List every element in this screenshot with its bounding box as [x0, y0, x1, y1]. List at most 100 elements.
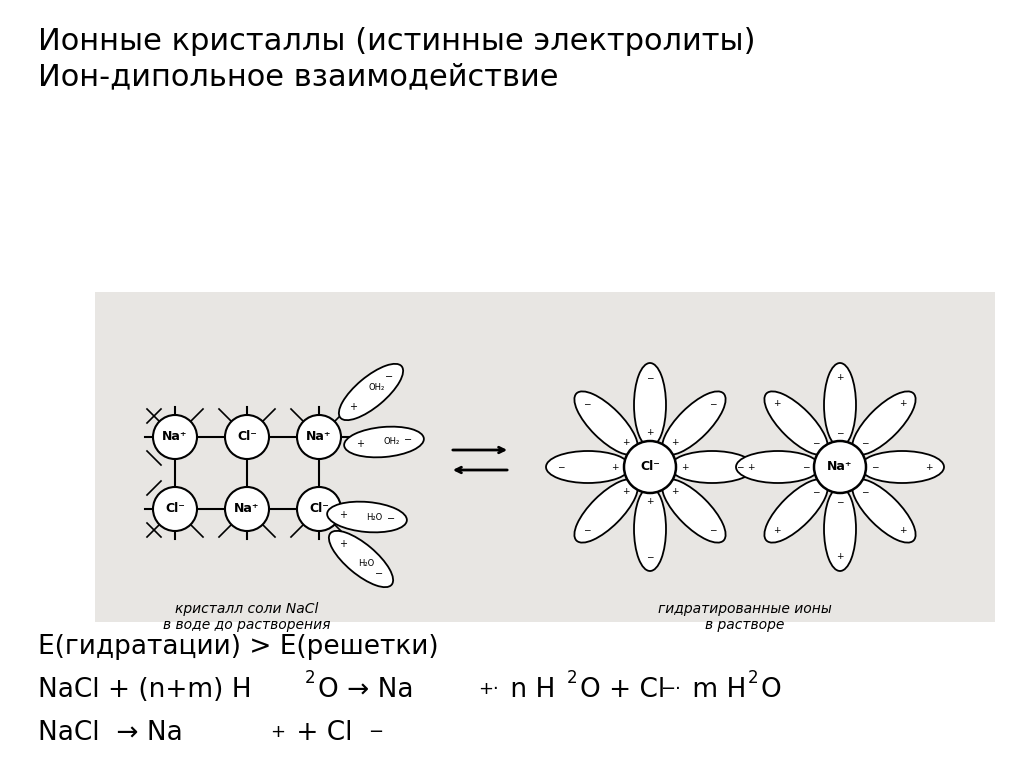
Circle shape	[297, 487, 341, 531]
Text: OH₂: OH₂	[383, 437, 399, 446]
Text: Na⁺: Na⁺	[827, 460, 853, 473]
Ellipse shape	[546, 451, 630, 483]
Text: −: −	[387, 514, 395, 524]
Text: Na⁺: Na⁺	[306, 430, 332, 443]
Text: H₂O: H₂O	[366, 513, 382, 522]
Text: +: +	[356, 439, 365, 449]
FancyBboxPatch shape	[95, 292, 995, 622]
Text: +: +	[746, 463, 755, 472]
Text: +: +	[622, 438, 629, 447]
Text: +: +	[681, 463, 688, 472]
Text: −: −	[837, 497, 844, 506]
Ellipse shape	[339, 364, 403, 420]
Ellipse shape	[824, 363, 856, 447]
Text: n H: n H	[502, 677, 555, 703]
Text: −: −	[802, 463, 809, 472]
Text: −: −	[735, 463, 743, 472]
Text: −: −	[368, 723, 383, 741]
Ellipse shape	[852, 391, 915, 455]
Text: O: O	[761, 677, 781, 703]
Text: Cl⁻: Cl⁻	[640, 460, 659, 473]
Ellipse shape	[736, 451, 820, 483]
Text: +: +	[773, 525, 780, 535]
Text: Е(гидратации) > Е(решетки): Е(гидратации) > Е(решетки)	[38, 634, 438, 660]
Text: −: −	[837, 428, 844, 436]
Text: +: +	[339, 538, 346, 548]
Text: +: +	[837, 374, 844, 382]
Ellipse shape	[663, 479, 726, 542]
Text: −: −	[557, 463, 564, 472]
Text: +: +	[671, 438, 678, 447]
Text: +: +	[339, 510, 347, 520]
Text: +: +	[837, 551, 844, 561]
Ellipse shape	[764, 391, 828, 455]
Text: гидратированные ионы
в растворе: гидратированные ионы в растворе	[658, 602, 831, 632]
Circle shape	[153, 487, 197, 531]
Text: Cl⁻: Cl⁻	[238, 430, 257, 443]
Ellipse shape	[764, 479, 828, 542]
Text: +: +	[270, 723, 285, 741]
Text: −: −	[646, 374, 653, 382]
Text: NaCl + (n+m) H: NaCl + (n+m) H	[38, 677, 252, 703]
Circle shape	[225, 415, 269, 459]
Text: +: +	[611, 463, 620, 472]
Text: 2: 2	[305, 669, 315, 687]
Text: +: +	[646, 428, 653, 436]
Circle shape	[153, 415, 197, 459]
Ellipse shape	[634, 363, 666, 447]
Text: −: −	[376, 569, 383, 579]
Text: O → Na: O → Na	[318, 677, 414, 703]
Text: +: +	[671, 487, 678, 496]
Text: −: −	[861, 487, 868, 496]
Text: H₂O: H₂O	[358, 559, 375, 568]
Text: O + Cl: O + Cl	[580, 677, 666, 703]
Text: −: −	[861, 438, 868, 447]
Text: Na⁺: Na⁺	[234, 502, 260, 515]
Text: NaCl  → Na: NaCl → Na	[38, 720, 182, 746]
Ellipse shape	[670, 451, 754, 483]
Text: +: +	[773, 400, 780, 408]
Text: +: +	[348, 403, 356, 413]
Circle shape	[297, 415, 341, 459]
Text: Cl⁻: Cl⁻	[309, 502, 329, 515]
Text: +: +	[622, 487, 629, 496]
Ellipse shape	[574, 391, 638, 455]
Text: −: −	[710, 400, 717, 408]
Text: OH₂: OH₂	[369, 383, 385, 392]
Text: +: +	[899, 525, 907, 535]
Text: −: −	[403, 435, 412, 445]
Text: Cl⁻: Cl⁻	[165, 502, 185, 515]
Ellipse shape	[329, 531, 393, 588]
Circle shape	[225, 487, 269, 531]
Text: −: −	[812, 487, 819, 496]
Text: кристалл соли NaCl
в воде до растворения: кристалл соли NaCl в воде до растворения	[163, 602, 331, 632]
Ellipse shape	[327, 502, 407, 532]
Text: −: −	[871, 463, 879, 472]
Circle shape	[814, 441, 866, 493]
Text: +: +	[646, 497, 653, 506]
Text: −: −	[812, 438, 819, 447]
Text: 2: 2	[748, 669, 759, 687]
Circle shape	[624, 441, 676, 493]
Text: −: −	[646, 551, 653, 561]
Ellipse shape	[860, 451, 944, 483]
Text: −: −	[385, 371, 393, 381]
Text: +: +	[899, 400, 907, 408]
Ellipse shape	[663, 391, 726, 455]
Text: +: +	[926, 463, 933, 472]
Ellipse shape	[852, 479, 915, 542]
Text: Na⁺: Na⁺	[162, 430, 187, 443]
Text: −: −	[583, 525, 591, 535]
Text: 2: 2	[567, 669, 578, 687]
Text: Ион-дипольное взаимодействие: Ион-дипольное взаимодействие	[38, 62, 558, 91]
Ellipse shape	[344, 426, 424, 457]
Text: +·: +·	[478, 680, 499, 698]
Text: −: −	[710, 525, 717, 535]
Text: −: −	[583, 400, 591, 408]
Text: Ионные кристаллы (истинные электролиты): Ионные кристаллы (истинные электролиты)	[38, 27, 756, 56]
Ellipse shape	[824, 487, 856, 571]
Text: −·: −·	[660, 680, 681, 698]
Text: m H: m H	[684, 677, 746, 703]
Text: + Cl: + Cl	[288, 720, 352, 746]
Ellipse shape	[634, 487, 666, 571]
